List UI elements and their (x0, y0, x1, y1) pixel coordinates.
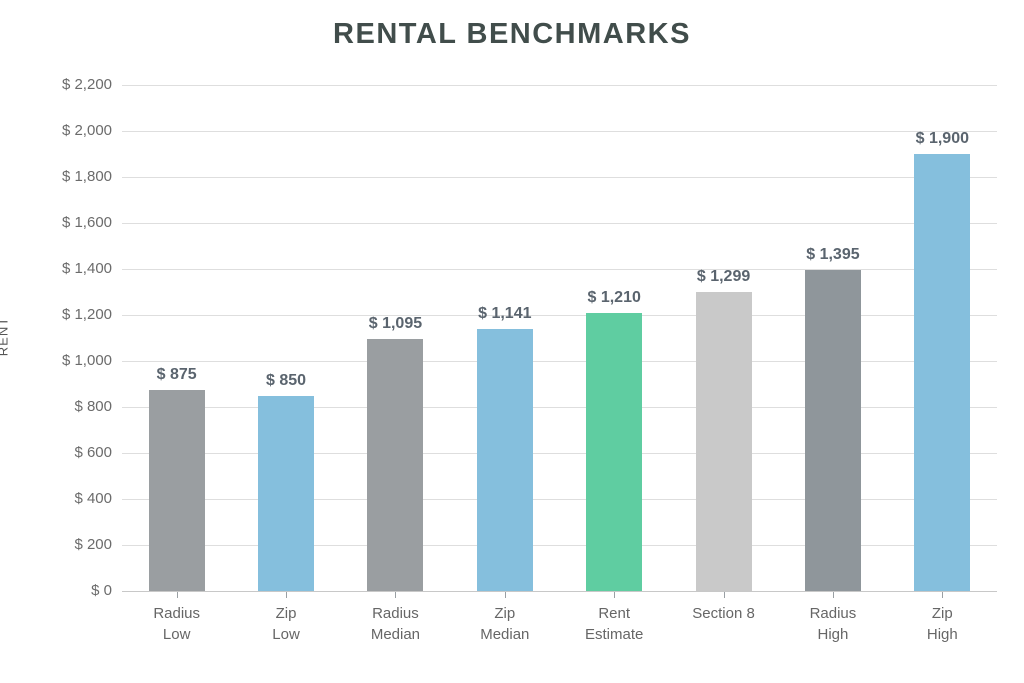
bar (148, 389, 205, 591)
y-tick-label: $ 1,000 (61, 352, 112, 369)
bar (586, 312, 643, 591)
y-tick-label: $ 1,200 (61, 306, 112, 323)
y-tick-label: $ 1,800 (61, 168, 112, 185)
bar (367, 339, 424, 591)
x-tick-label: Section 8 (692, 605, 755, 622)
y-tick-label: $ 0 (91, 582, 112, 599)
x-tick-label: Zip Low (272, 605, 300, 643)
gridline (122, 177, 997, 178)
y-tick-label: $ 600 (74, 444, 112, 461)
bar-value-label: $ 1,299 (696, 268, 751, 286)
gridline (122, 453, 997, 454)
x-tick-mark (614, 592, 616, 598)
bar-value-label: $ 850 (266, 371, 307, 389)
chart-title: RENTAL BENCHMARKS (333, 18, 691, 50)
plot-area (122, 85, 997, 592)
y-tick-label: $ 800 (74, 398, 112, 415)
bar (476, 328, 533, 591)
bar-value-label: $ 875 (156, 365, 197, 383)
bar (804, 270, 861, 591)
y-tick-label: $ 1,600 (61, 214, 112, 231)
gridline (122, 591, 997, 592)
x-tick-mark (286, 592, 288, 598)
x-tick-mark (176, 592, 178, 598)
bar-value-label: $ 1,141 (478, 304, 532, 322)
gridline (122, 85, 997, 86)
bar (258, 395, 315, 591)
bar (695, 292, 752, 591)
x-tick-label: Radius Median (370, 605, 421, 643)
y-tick-label: $ 200 (74, 536, 112, 553)
gridline (122, 131, 997, 132)
x-tick-label: Zip Median (480, 605, 530, 643)
gridline (122, 315, 997, 316)
x-tick-mark (395, 592, 397, 598)
bar-value-label: $ 1,395 (806, 246, 860, 264)
y-tick-label: $ 2,000 (61, 122, 112, 139)
x-tick-mark (723, 592, 725, 598)
bar (914, 154, 971, 591)
y-tick-label: $ 1,400 (61, 260, 112, 277)
x-tick-mark (942, 592, 944, 598)
y-tick-label: $ 2,200 (61, 76, 112, 93)
gridline (122, 545, 997, 546)
y-tick-label: $ 400 (74, 490, 112, 507)
x-tick-label: Rent Estimate (585, 605, 644, 643)
gridline (122, 407, 997, 408)
x-tick-label: Radius High (809, 605, 857, 643)
gridline (122, 223, 997, 224)
x-tick-mark (504, 592, 506, 598)
gridline (122, 269, 997, 270)
bar-value-label: $ 1,095 (368, 315, 423, 333)
x-tick-mark (832, 592, 834, 598)
bar-value-label: $ 1,900 (915, 130, 969, 147)
gridline (122, 361, 997, 362)
bar-value-label: $ 1,210 (587, 288, 641, 306)
x-tick-label: Zip High (926, 605, 958, 643)
x-tick-label: Radius Low (153, 605, 201, 643)
gridline (122, 499, 997, 500)
